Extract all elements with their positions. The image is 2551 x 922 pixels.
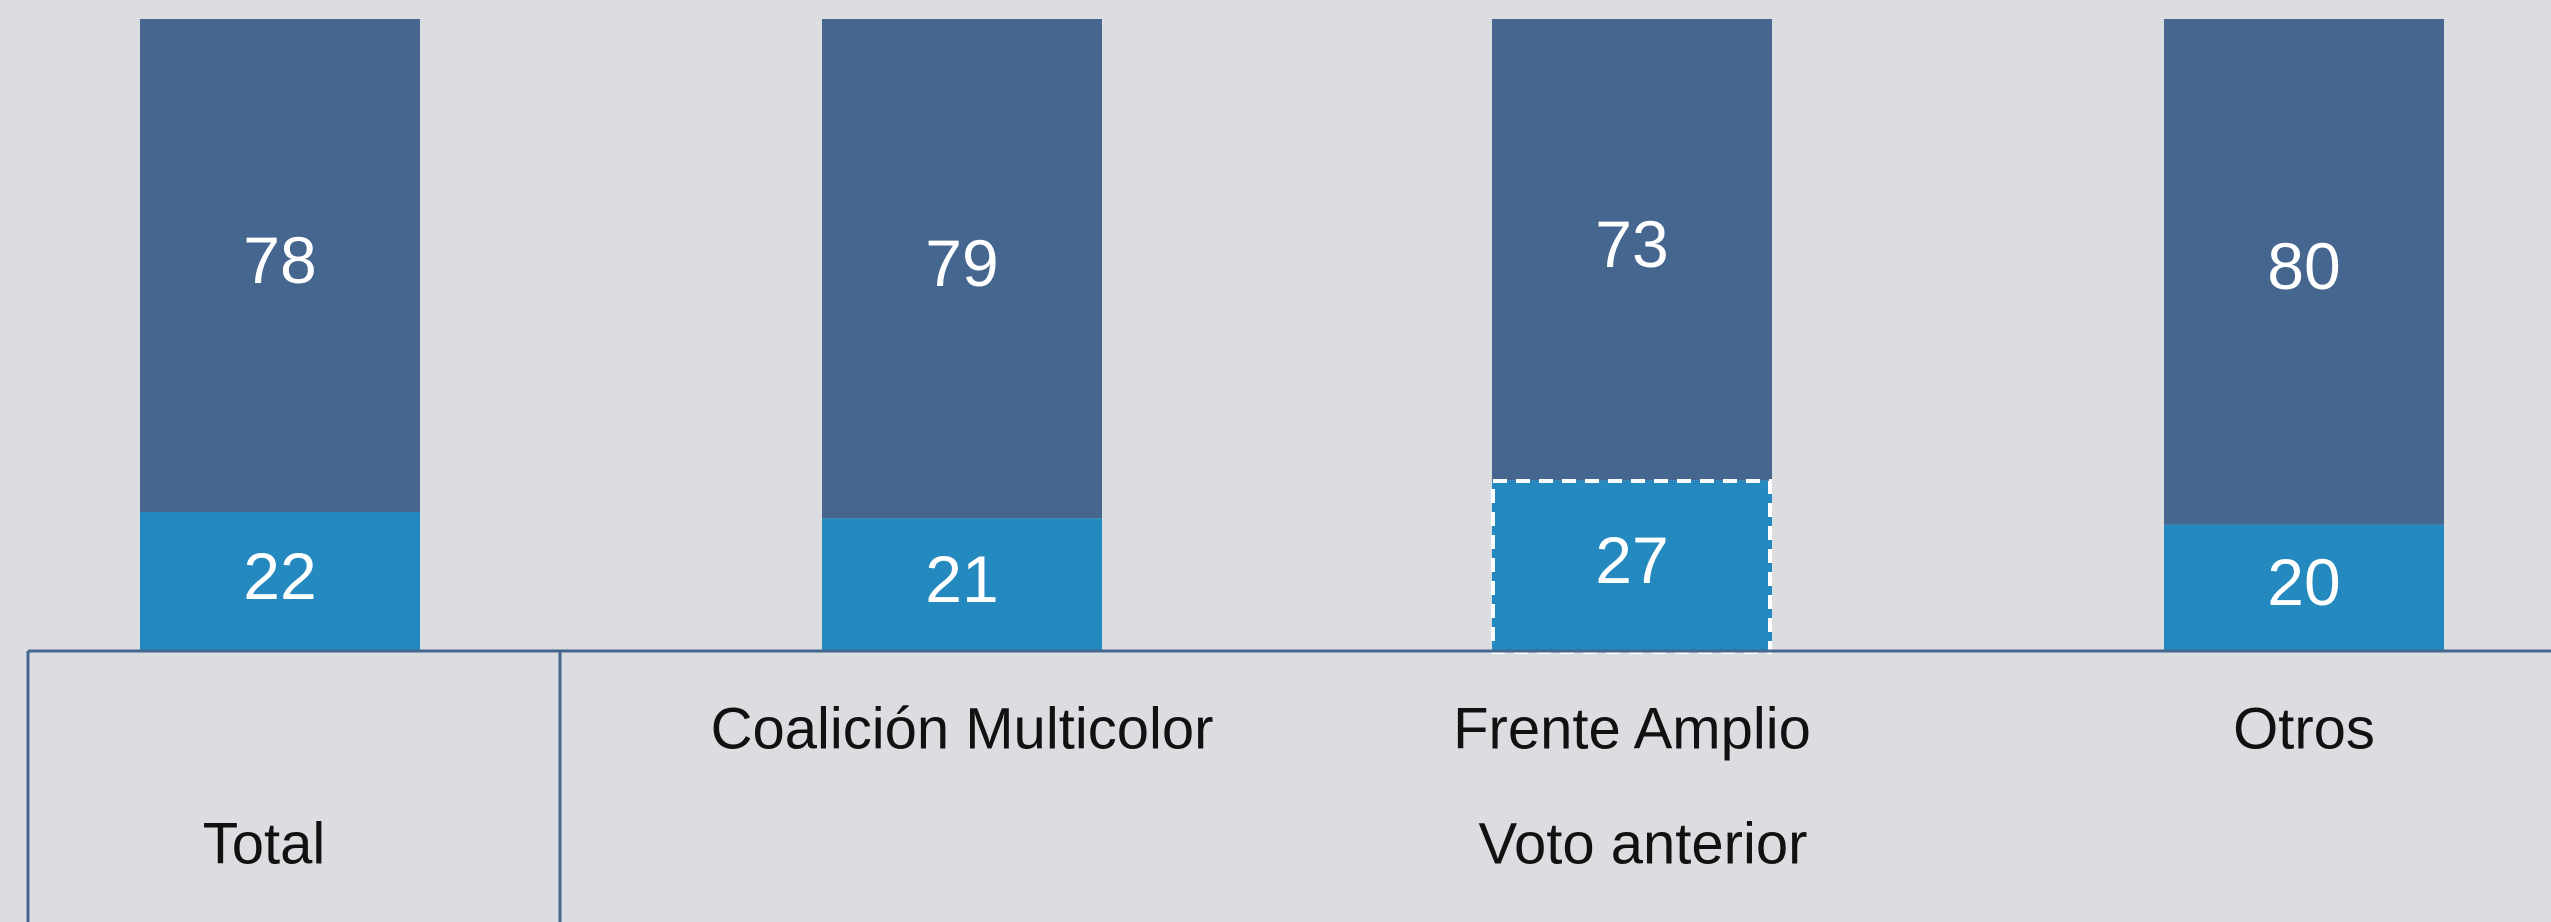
value-label: 78 [243,223,316,297]
category-label: Total [203,811,326,876]
bar-segment [1492,19,1772,481]
value-label: 79 [925,226,998,300]
bar-segment [2164,524,2444,651]
bar-segment [822,518,1102,651]
value-label: 73 [1595,207,1668,281]
bar-segment [2164,19,2444,525]
value-label: 27 [1595,523,1668,597]
group-label: Voto anterior [1479,811,1808,876]
category-label: Frente Amplio [1453,696,1811,761]
bars [140,19,2444,651]
bar-segment [140,19,420,512]
bar-segment [140,511,420,651]
value-label: 20 [2267,545,2340,619]
category-label: Otros [2233,696,2375,761]
category-label: Coalición Multicolor [711,696,1214,761]
bar-segment [1492,480,1772,651]
bar-segment [822,19,1102,519]
value-label: 21 [925,542,998,616]
value-label: 80 [2267,229,2340,303]
value-label: 22 [243,539,316,613]
